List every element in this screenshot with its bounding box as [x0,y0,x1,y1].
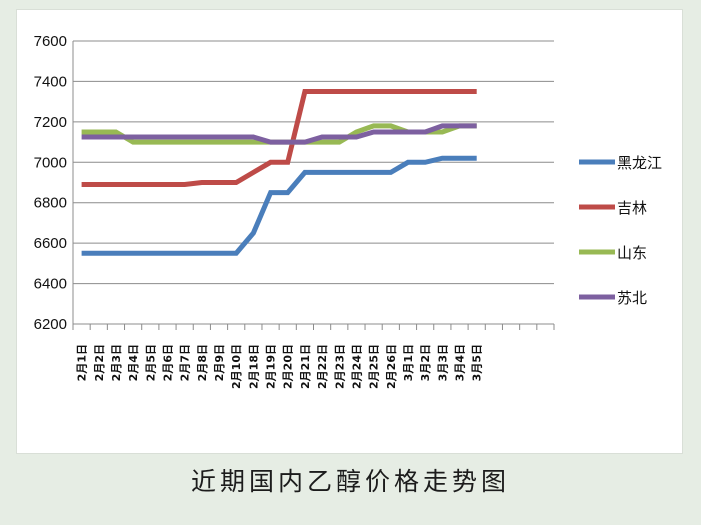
x-tick-label: 2月21日 [299,344,312,389]
legend-label: 吉林 [617,199,647,217]
chart-caption: 近期国内乙醇价格走势图 [190,467,510,496]
y-tick-label: 6200 [34,316,67,333]
series-line [81,155,477,256]
x-tick-label: 2月24日 [350,344,363,389]
y-tick-label: 6400 [34,276,67,293]
x-tick-label: 2月1日 [76,344,89,381]
x-tick-label: 2月3日 [110,344,123,381]
y-tick-label: 7600 [34,33,67,50]
x-tick-label: 2月9日 [213,344,226,381]
x-tick-label: 2月5日 [144,344,157,381]
x-tick-label: 3月5日 [471,344,484,381]
series-line [81,123,477,145]
x-tick-label: 3月3日 [436,344,449,381]
x-tick-label: 2月20日 [282,344,295,389]
y-tick-label: 7000 [34,154,67,171]
line-chart: 6200 6400 6600 6800 7000 7200 7400 7600 2月1日 2月2日… [34,33,662,389]
x-tick-label: 3月2日 [419,344,432,381]
series-lines [81,89,477,256]
chart-frame: 6200 6400 6600 6800 7000 7200 7400 7600 2月1日 2月2日… [16,9,683,454]
x-tick-label: 2月8日 [196,344,209,381]
series-line [81,89,477,187]
x-tick-label: 3月4日 [454,344,467,381]
y-tick-label: 7400 [34,73,67,90]
x-tick-label: 2月26日 [385,344,398,389]
y-tick-label: 7200 [34,114,67,131]
x-tick-label: 2月22日 [316,344,329,389]
x-tick-label: 2月19日 [265,344,278,389]
x-tick-label: 2月7日 [179,344,192,381]
x-tick-label: 2月25日 [368,344,381,389]
y-tick-label: 6600 [34,235,67,252]
x-tick-label: 2月2日 [93,344,106,381]
axes: 6200 6400 6600 6800 7000 7200 7400 7600 2月1日 2月2日… [34,33,555,389]
legend-label: 黑龙江 [617,154,662,172]
legend-label: 苏北 [617,289,647,307]
x-tick-label: 2月23日 [333,344,346,389]
x-tick-label: 2月10日 [230,344,243,389]
x-tick-label: 3月1日 [402,344,415,381]
x-tick-label: 2月6日 [161,344,174,381]
y-tick-label: 6800 [34,195,67,212]
x-tick-label: 2月18日 [247,344,260,389]
legend-label: 山东 [617,244,647,262]
x-tick-label: 2月4日 [127,344,140,381]
gridlines [73,40,554,325]
